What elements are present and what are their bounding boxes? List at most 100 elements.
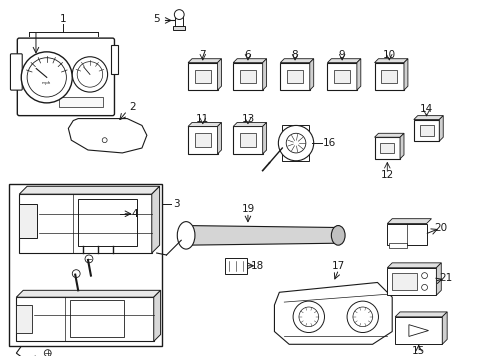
Polygon shape — [440, 116, 443, 141]
Circle shape — [353, 307, 372, 327]
Polygon shape — [233, 122, 267, 126]
FancyBboxPatch shape — [233, 126, 263, 154]
Polygon shape — [404, 59, 408, 90]
Polygon shape — [310, 59, 314, 90]
Bar — [111, 45, 119, 75]
Text: 9: 9 — [339, 50, 345, 60]
Bar — [389, 243, 407, 248]
FancyBboxPatch shape — [71, 300, 124, 337]
Circle shape — [422, 284, 428, 290]
Bar — [287, 69, 303, 83]
Bar — [392, 273, 416, 290]
Text: 8: 8 — [292, 50, 298, 60]
Polygon shape — [154, 290, 161, 341]
Text: 6: 6 — [245, 50, 251, 60]
Text: 1: 1 — [60, 14, 67, 24]
Circle shape — [73, 57, 108, 92]
Text: 12: 12 — [381, 170, 394, 180]
Circle shape — [85, 255, 93, 263]
Text: 5: 5 — [153, 14, 160, 24]
Bar — [173, 26, 185, 30]
Bar — [240, 133, 256, 147]
Text: 10: 10 — [383, 50, 396, 60]
Polygon shape — [16, 290, 161, 297]
Polygon shape — [233, 59, 267, 63]
FancyBboxPatch shape — [225, 258, 247, 274]
Circle shape — [102, 138, 107, 143]
Circle shape — [299, 307, 318, 327]
FancyBboxPatch shape — [387, 268, 437, 295]
Text: 11: 11 — [196, 113, 209, 123]
Text: 18: 18 — [251, 261, 265, 271]
Polygon shape — [282, 125, 309, 161]
Circle shape — [347, 301, 378, 333]
FancyBboxPatch shape — [374, 137, 400, 159]
Text: 14: 14 — [420, 104, 433, 114]
Text: 16: 16 — [323, 138, 336, 148]
Ellipse shape — [331, 226, 345, 245]
Bar — [58, 97, 103, 107]
FancyBboxPatch shape — [10, 54, 22, 90]
Bar — [240, 69, 256, 83]
Polygon shape — [327, 59, 361, 63]
Polygon shape — [280, 59, 314, 63]
FancyBboxPatch shape — [188, 126, 218, 154]
Polygon shape — [188, 59, 221, 63]
Polygon shape — [218, 59, 221, 90]
FancyBboxPatch shape — [78, 199, 137, 246]
Circle shape — [293, 301, 324, 333]
Text: 20: 20 — [435, 224, 448, 234]
Text: mph: mph — [42, 81, 51, 85]
Polygon shape — [263, 122, 267, 154]
Text: 3: 3 — [173, 199, 180, 209]
Bar — [334, 69, 350, 83]
Polygon shape — [442, 312, 447, 344]
Text: 21: 21 — [440, 273, 453, 283]
Polygon shape — [263, 59, 267, 90]
FancyBboxPatch shape — [19, 204, 37, 238]
FancyBboxPatch shape — [387, 224, 427, 245]
Text: 7: 7 — [199, 50, 206, 60]
FancyBboxPatch shape — [188, 63, 218, 90]
FancyBboxPatch shape — [17, 38, 115, 116]
Ellipse shape — [177, 222, 195, 249]
Polygon shape — [274, 283, 392, 344]
Text: 19: 19 — [241, 204, 255, 214]
Text: 15: 15 — [412, 346, 425, 356]
Bar — [195, 133, 211, 147]
Polygon shape — [68, 118, 147, 153]
Polygon shape — [218, 122, 221, 154]
Bar — [9, 184, 162, 346]
FancyBboxPatch shape — [16, 297, 154, 341]
Polygon shape — [374, 133, 404, 137]
Polygon shape — [19, 186, 160, 194]
Bar — [380, 143, 394, 153]
Text: 17: 17 — [332, 261, 345, 271]
Circle shape — [77, 62, 103, 87]
Polygon shape — [186, 226, 338, 228]
Polygon shape — [188, 122, 221, 126]
FancyBboxPatch shape — [280, 63, 310, 90]
Text: 4: 4 — [132, 209, 138, 219]
Polygon shape — [357, 59, 361, 90]
Circle shape — [27, 58, 66, 97]
Circle shape — [73, 270, 80, 278]
Polygon shape — [400, 133, 404, 159]
FancyBboxPatch shape — [414, 120, 440, 141]
Circle shape — [286, 133, 306, 153]
Polygon shape — [414, 116, 443, 120]
FancyBboxPatch shape — [16, 305, 32, 333]
Polygon shape — [395, 312, 447, 317]
Bar — [175, 14, 183, 28]
FancyBboxPatch shape — [233, 63, 263, 90]
Circle shape — [21, 52, 73, 103]
FancyBboxPatch shape — [19, 194, 152, 253]
FancyBboxPatch shape — [327, 63, 357, 90]
Polygon shape — [409, 325, 429, 337]
Circle shape — [422, 273, 428, 279]
Polygon shape — [387, 263, 441, 268]
Polygon shape — [437, 263, 441, 295]
Polygon shape — [374, 59, 408, 63]
FancyBboxPatch shape — [395, 317, 442, 344]
Polygon shape — [387, 219, 432, 224]
